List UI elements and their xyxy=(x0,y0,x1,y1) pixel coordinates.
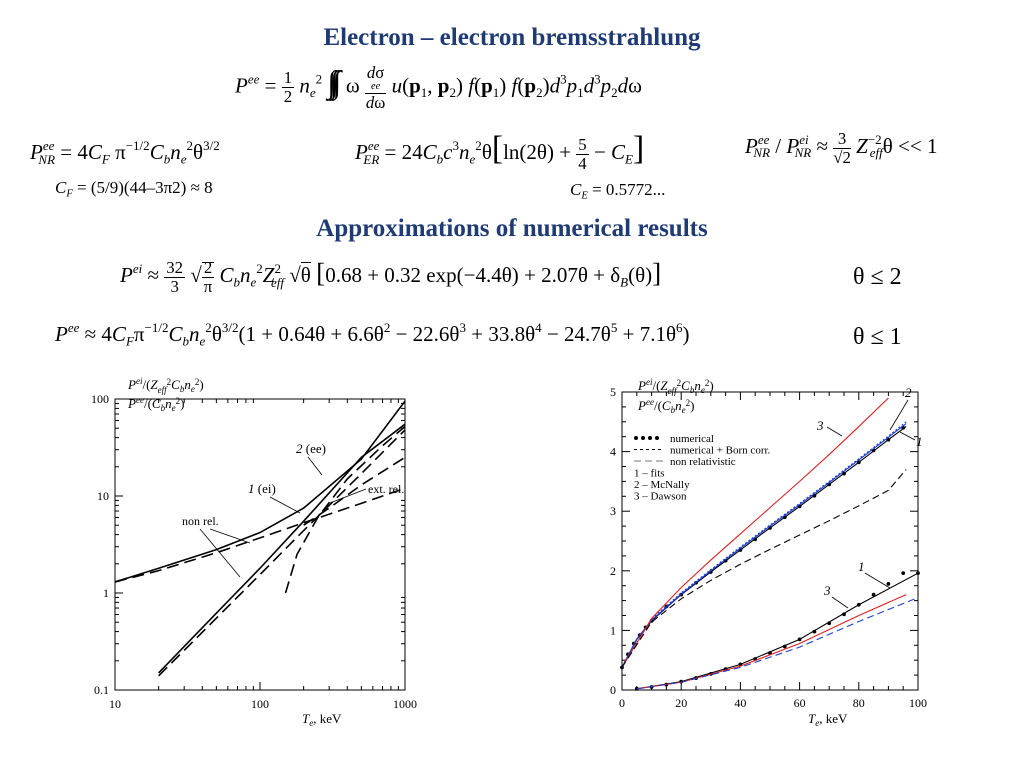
x-tick-label: 0 xyxy=(619,696,625,710)
pnr-ee-equation: PeeNR = 4CF π−1/2Cbne2θ3/2 xyxy=(30,138,220,167)
y-tick-label: 0 xyxy=(610,683,616,697)
right-data-point xyxy=(871,592,876,597)
legend-label: numerical xyxy=(670,433,714,445)
left-series-line-2 xyxy=(114,487,406,583)
left-plot-frame xyxy=(114,398,406,691)
x-tick-label: 80 xyxy=(853,696,865,710)
x-tick-label: 100 xyxy=(251,697,269,711)
y-tick-label: 1 xyxy=(610,623,616,637)
y-tick-label: 10 xyxy=(97,489,109,503)
right-series-line-2 xyxy=(621,423,907,668)
x-tick-label: 20 xyxy=(675,696,687,710)
left-series-line-4 xyxy=(303,456,406,526)
y-tick-label: 3 xyxy=(610,504,616,518)
legend-label: numerical + Born corr. xyxy=(670,445,771,457)
annotation-ext-rel: ext. rel. xyxy=(368,482,404,496)
annotation-1-ei: 1 (ei) xyxy=(248,481,276,496)
ei-condition: θ ≤ 2 xyxy=(853,264,902,290)
y-tick-label: 2 xyxy=(610,564,616,578)
main-title: Electron – electron bremsstrahlung xyxy=(323,24,701,51)
left-series-line-1 xyxy=(158,423,406,674)
x-tick-label: 60 xyxy=(794,696,806,710)
annotation-non-rel: non rel. xyxy=(182,514,219,528)
approximations-title: Approximations of numerical results xyxy=(316,215,708,242)
right-ylabel-ee: Pee/(Cbne2) xyxy=(637,397,694,415)
left-xlabel: Te, keV xyxy=(302,711,342,728)
y-tick-label: 4 xyxy=(610,445,616,459)
legend-label: 1 – fits xyxy=(634,468,665,480)
annotation-2-ee: 2 (ee) xyxy=(296,441,326,456)
ee-condition: θ ≤ 1 xyxy=(853,324,902,350)
y-tick-label: 100 xyxy=(91,392,109,406)
legend-label: 3 – Dawson xyxy=(634,491,687,503)
x-tick-label: 1000 xyxy=(393,697,417,711)
annotation-3-ei: 3 xyxy=(816,418,824,433)
y-tick-label: 1 xyxy=(103,586,109,600)
right-series-line-5 xyxy=(621,469,907,668)
legend-label: 2 – McNally xyxy=(634,479,690,491)
linear-chart: 0 20 40 60 80 100 0 1 2 3 4 5 Pei/(Zeff2Cbne2) Pee/… xyxy=(610,377,927,728)
legend-marker-dots xyxy=(634,436,638,440)
left-series-line-5 xyxy=(284,425,406,594)
legend-marker-dots xyxy=(641,436,645,440)
right-series-line-4 xyxy=(621,397,889,668)
legend-marker-dots xyxy=(648,436,652,440)
ratio-equation: PeeNR / PeiNR ≈ 3 √2 Z−2effθ << 1 xyxy=(745,129,938,167)
annotation-1-ei: 1 xyxy=(916,434,923,449)
left-series-line-0 xyxy=(114,400,406,583)
right-series-line-1 xyxy=(621,426,907,668)
pei-approximation: Pei ≈ 32 3 √ 2 π Cbne2Z2eff √θ [0.68 + 0.32… xyxy=(120,258,662,296)
left-series-line-3 xyxy=(158,429,406,677)
y-tick-label: 0.1 xyxy=(94,683,109,697)
legend-label: non relativistic xyxy=(670,456,736,468)
right-series-line-9 xyxy=(636,597,919,690)
annotation-2-ei: 2 xyxy=(905,385,912,400)
left-ylabel-ei: Pei/(Zeff2Cbne2) xyxy=(127,376,204,395)
right-series-line-8 xyxy=(636,594,907,690)
left-ylabel-ee: Pee/(Cbne2) xyxy=(127,395,184,413)
log-log-chart: 10 100 1000 0.1 1 10 100 Pei/(Zeff2Cbne2) Pee/… xyxy=(91,376,417,728)
legend-marker-dots xyxy=(655,436,659,440)
y-tick-label: 5 xyxy=(610,385,616,399)
annotation-1-ee: 1 xyxy=(858,559,865,574)
cf-constant: CF = (5/9)(44–3π2) ≈ 8 xyxy=(55,178,213,200)
right-ylabel-ei: Pei/(Zeff2Cbne2) xyxy=(637,377,714,396)
annotation-3-ee: 3 xyxy=(823,583,831,598)
x-tick-label: 10 xyxy=(109,697,121,711)
right-data-point xyxy=(901,571,906,576)
right-xlabel: Te, keV xyxy=(808,711,848,728)
x-tick-label: 100 xyxy=(909,696,927,710)
ce-constant: CE = 0.5772... xyxy=(570,180,666,202)
right-plot-frame xyxy=(621,391,919,691)
pee-approximation: Pee ≈ 4CFπ−1/2Cbne2θ3/2(1 + 0.64θ + 6.6θ… xyxy=(55,320,690,349)
right-data-point xyxy=(886,582,891,586)
right-series-line-3 xyxy=(621,421,907,667)
x-tick-label: 40 xyxy=(734,696,746,710)
